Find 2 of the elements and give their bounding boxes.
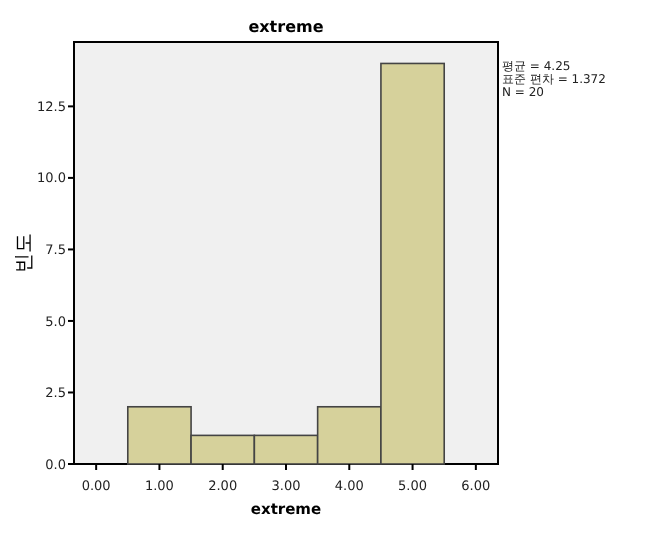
y-axis-title: 빈도 — [14, 233, 36, 273]
chart-title: extreme — [248, 18, 325, 36]
